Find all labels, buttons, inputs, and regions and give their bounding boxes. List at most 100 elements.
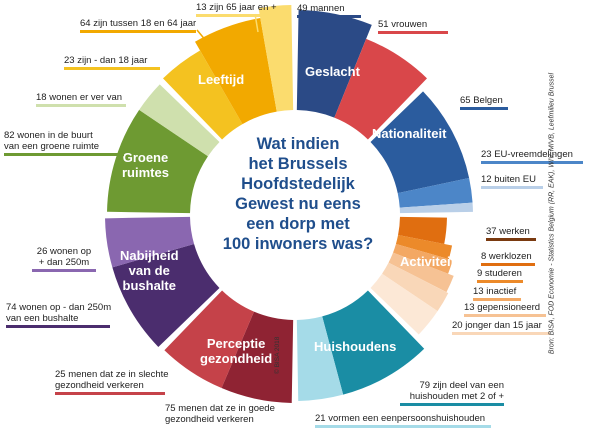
label-text: 75 menen dat ze in goede (165, 403, 275, 414)
segment-werken (398, 216, 447, 245)
label-mannen: 49 mannen (297, 3, 361, 20)
label-text: 26 wonen op (36, 246, 92, 257)
copyright: © BISA 2018 (274, 336, 281, 374)
segment-bus-ver (112, 243, 220, 347)
segment-label-perceptie: Perceptie gezondheid (200, 336, 272, 366)
label-underline (464, 314, 546, 317)
segment-bus-dicht (105, 216, 195, 268)
label-jonger15: 20 jonger dan 15 jaar (452, 320, 550, 337)
label-belgen: 65 Belgen (460, 95, 508, 112)
label-text: van een bushalte (6, 313, 79, 324)
segment-label-line: ruimtes (122, 165, 169, 180)
label-text: 12 buiten EU (481, 174, 536, 185)
label-text: + dan 250m (38, 257, 90, 268)
label-deel-huishouden: 79 zijn deel van een huishouden met 2 of … (400, 380, 504, 408)
label-text: 82 wonen in de buurt (4, 130, 93, 141)
label-groen-ver: 18 wonen er ver van (36, 92, 126, 109)
label-underline (32, 269, 96, 272)
title-line: Hoofdstedelijk (241, 175, 355, 193)
segment-tussen (195, 18, 277, 125)
segment-label-line: Groene (122, 150, 169, 165)
label-underline (460, 107, 508, 110)
label-underline (36, 104, 126, 107)
label-werken: 37 werken (486, 226, 536, 243)
leader-ouder65 (254, 13, 259, 33)
segment-mannen (296, 10, 372, 118)
label-text: 51 vrouwen (378, 19, 428, 30)
segment-label-activiteit: Activiteit (400, 254, 455, 269)
segment-groen-ver (139, 84, 220, 157)
label-text: 21 vormen een eenpersoonshuishouden (315, 413, 486, 424)
label-text: huishouden met 2 of + (409, 391, 504, 402)
segment-huishouden-meer (322, 290, 425, 395)
label-groen-dicht: 82 wonen in de buurt van een groene ruimt… (4, 130, 124, 158)
label-text: gezondheid verkeren (165, 414, 254, 425)
segment-label-line: van de (128, 263, 170, 278)
segment-label-line: gezondheid (200, 351, 273, 366)
label-underline (473, 298, 521, 301)
label-text: 13 gepensioneerd (464, 302, 541, 313)
label-bus-dicht: 26 wonen op + dan 250m (32, 246, 96, 274)
segment-label-bushalte: Nabijheid van de bushalte (120, 248, 179, 293)
label-text: 18 wonen er ver van (36, 92, 123, 103)
title-line: Wat indien (256, 135, 340, 153)
label-vrouwen: 51 vrouwen (378, 19, 448, 36)
label-jong18: 23 zijn - dan 18 jaar (64, 55, 160, 72)
label-gepensioneerd: 13 gepensioneerd (464, 302, 546, 319)
label-underline (55, 392, 165, 395)
label-text: 9 studeren (477, 268, 522, 279)
label-underline (64, 67, 160, 70)
segment-label-groen: Groene ruimtes (122, 150, 169, 180)
label-text: 13 inactief (473, 286, 517, 297)
label-eenpersoons: 21 vormen een eenpersoonshuishouden (315, 413, 491, 430)
segment-eenpersoons (296, 316, 344, 401)
segment-groen-dicht (107, 109, 208, 214)
label-buiten-eu: 12 buiten EU (481, 174, 543, 191)
label-ouder65: 13 zijn 65 jaar en + (196, 2, 278, 19)
label-underline (481, 161, 583, 164)
label-underline (196, 14, 278, 17)
label-inactief: 13 inactief (473, 286, 521, 303)
label-text: van een groene ruimte (4, 141, 100, 152)
label-underline (378, 31, 448, 34)
label-underline (315, 425, 491, 428)
label-tussen: 64 zijn tussen 18 en 64 jaar (80, 18, 196, 35)
segment-label-line: Nabijheid (120, 248, 179, 263)
label-bus-ver: 74 wonen op - dan 250m van een bushalte (6, 302, 111, 330)
segment-eu (397, 177, 473, 208)
label-studeren: 9 studeren (477, 268, 523, 285)
label-text: 49 mannen (297, 3, 345, 14)
segment-label-leeftijd: Leeftijd (198, 72, 245, 87)
label-text: 74 wonen op - dan 250m (6, 302, 112, 313)
segment-studeren (393, 243, 453, 274)
segment-werklozen (395, 235, 453, 260)
segment-inactief (388, 252, 454, 293)
label-text: 65 Belgen (460, 95, 503, 106)
label-goede-gezondheid: 75 menen dat ze in goede gezondheid verke… (165, 403, 275, 427)
label-text: 13 zijn 65 jaar en + (196, 2, 277, 13)
label-underline (452, 332, 550, 335)
segment-label-line: bushalte (122, 278, 176, 293)
label-underline (486, 238, 536, 241)
label-underline (297, 15, 361, 18)
segment-ouder65 (258, 5, 294, 112)
label-werklozen: 8 werklozen (481, 251, 535, 268)
label-text: 79 zijn deel van een (419, 380, 504, 391)
label-eu: 23 EU-vreemdelingen (481, 149, 583, 166)
segment-label-geslacht: Geslacht (305, 64, 360, 79)
center-title: Wat indien het Brussels Hoofdstedelijk G… (198, 134, 398, 254)
segment-label-huishoudens: Huishoudens (314, 339, 397, 354)
label-text: 20 jonger dan 15 jaar (452, 320, 542, 331)
label-text: 23 EU-vreemdelingen (481, 149, 573, 160)
title-line: het Brussels (248, 155, 348, 173)
label-slechte-gezondheid: 25 menen dat ze in slechte gezondheid ver… (55, 369, 169, 397)
segment-slechte-gezondheid (164, 290, 254, 389)
label-text: 37 werken (486, 226, 530, 237)
segment-belgen (370, 91, 470, 194)
label-underline (80, 30, 196, 33)
segment-jong18 (163, 50, 243, 140)
segment-goede-gezondheid (221, 311, 294, 403)
title-line: Gewest nu eens (235, 195, 361, 213)
title-line: 100 inwoners was? (222, 235, 374, 253)
